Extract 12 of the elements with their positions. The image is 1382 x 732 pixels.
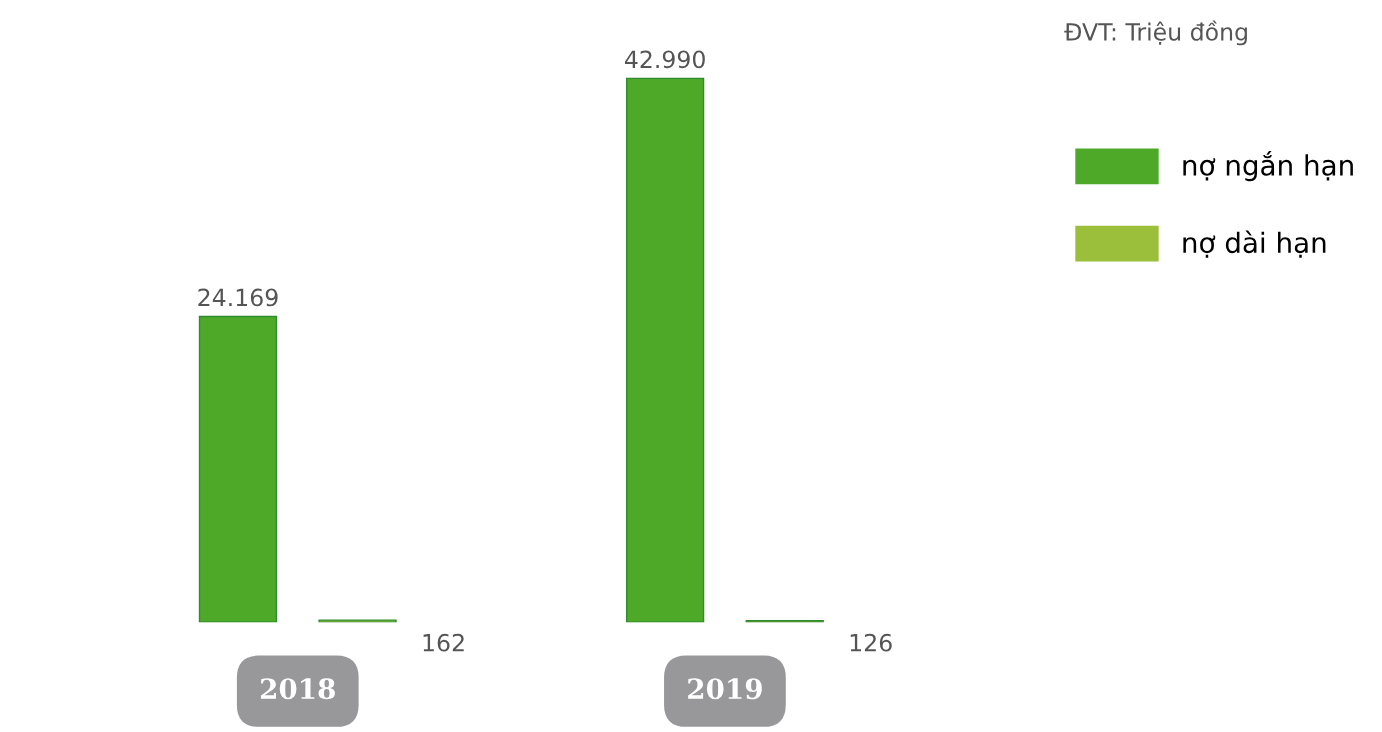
- data-label: 24.169: [198, 288, 278, 307]
- legend-label: nợ ngắn hạn: [1183, 151, 1353, 182]
- legend-label: nợ dài hạn: [1183, 230, 1326, 258]
- data-label: 162: [423, 633, 464, 652]
- data-label: 126: [850, 633, 892, 652]
- bar: [318, 619, 397, 623]
- data-label: 42.990: [624, 50, 705, 69]
- bar: [198, 315, 278, 623]
- x-tick-label: 2019: [688, 678, 762, 700]
- text: ĐVT: Triệu đồng: [1064, 20, 1247, 46]
- bar: [625, 77, 705, 623]
- x-tick-label: 2018: [260, 678, 335, 700]
